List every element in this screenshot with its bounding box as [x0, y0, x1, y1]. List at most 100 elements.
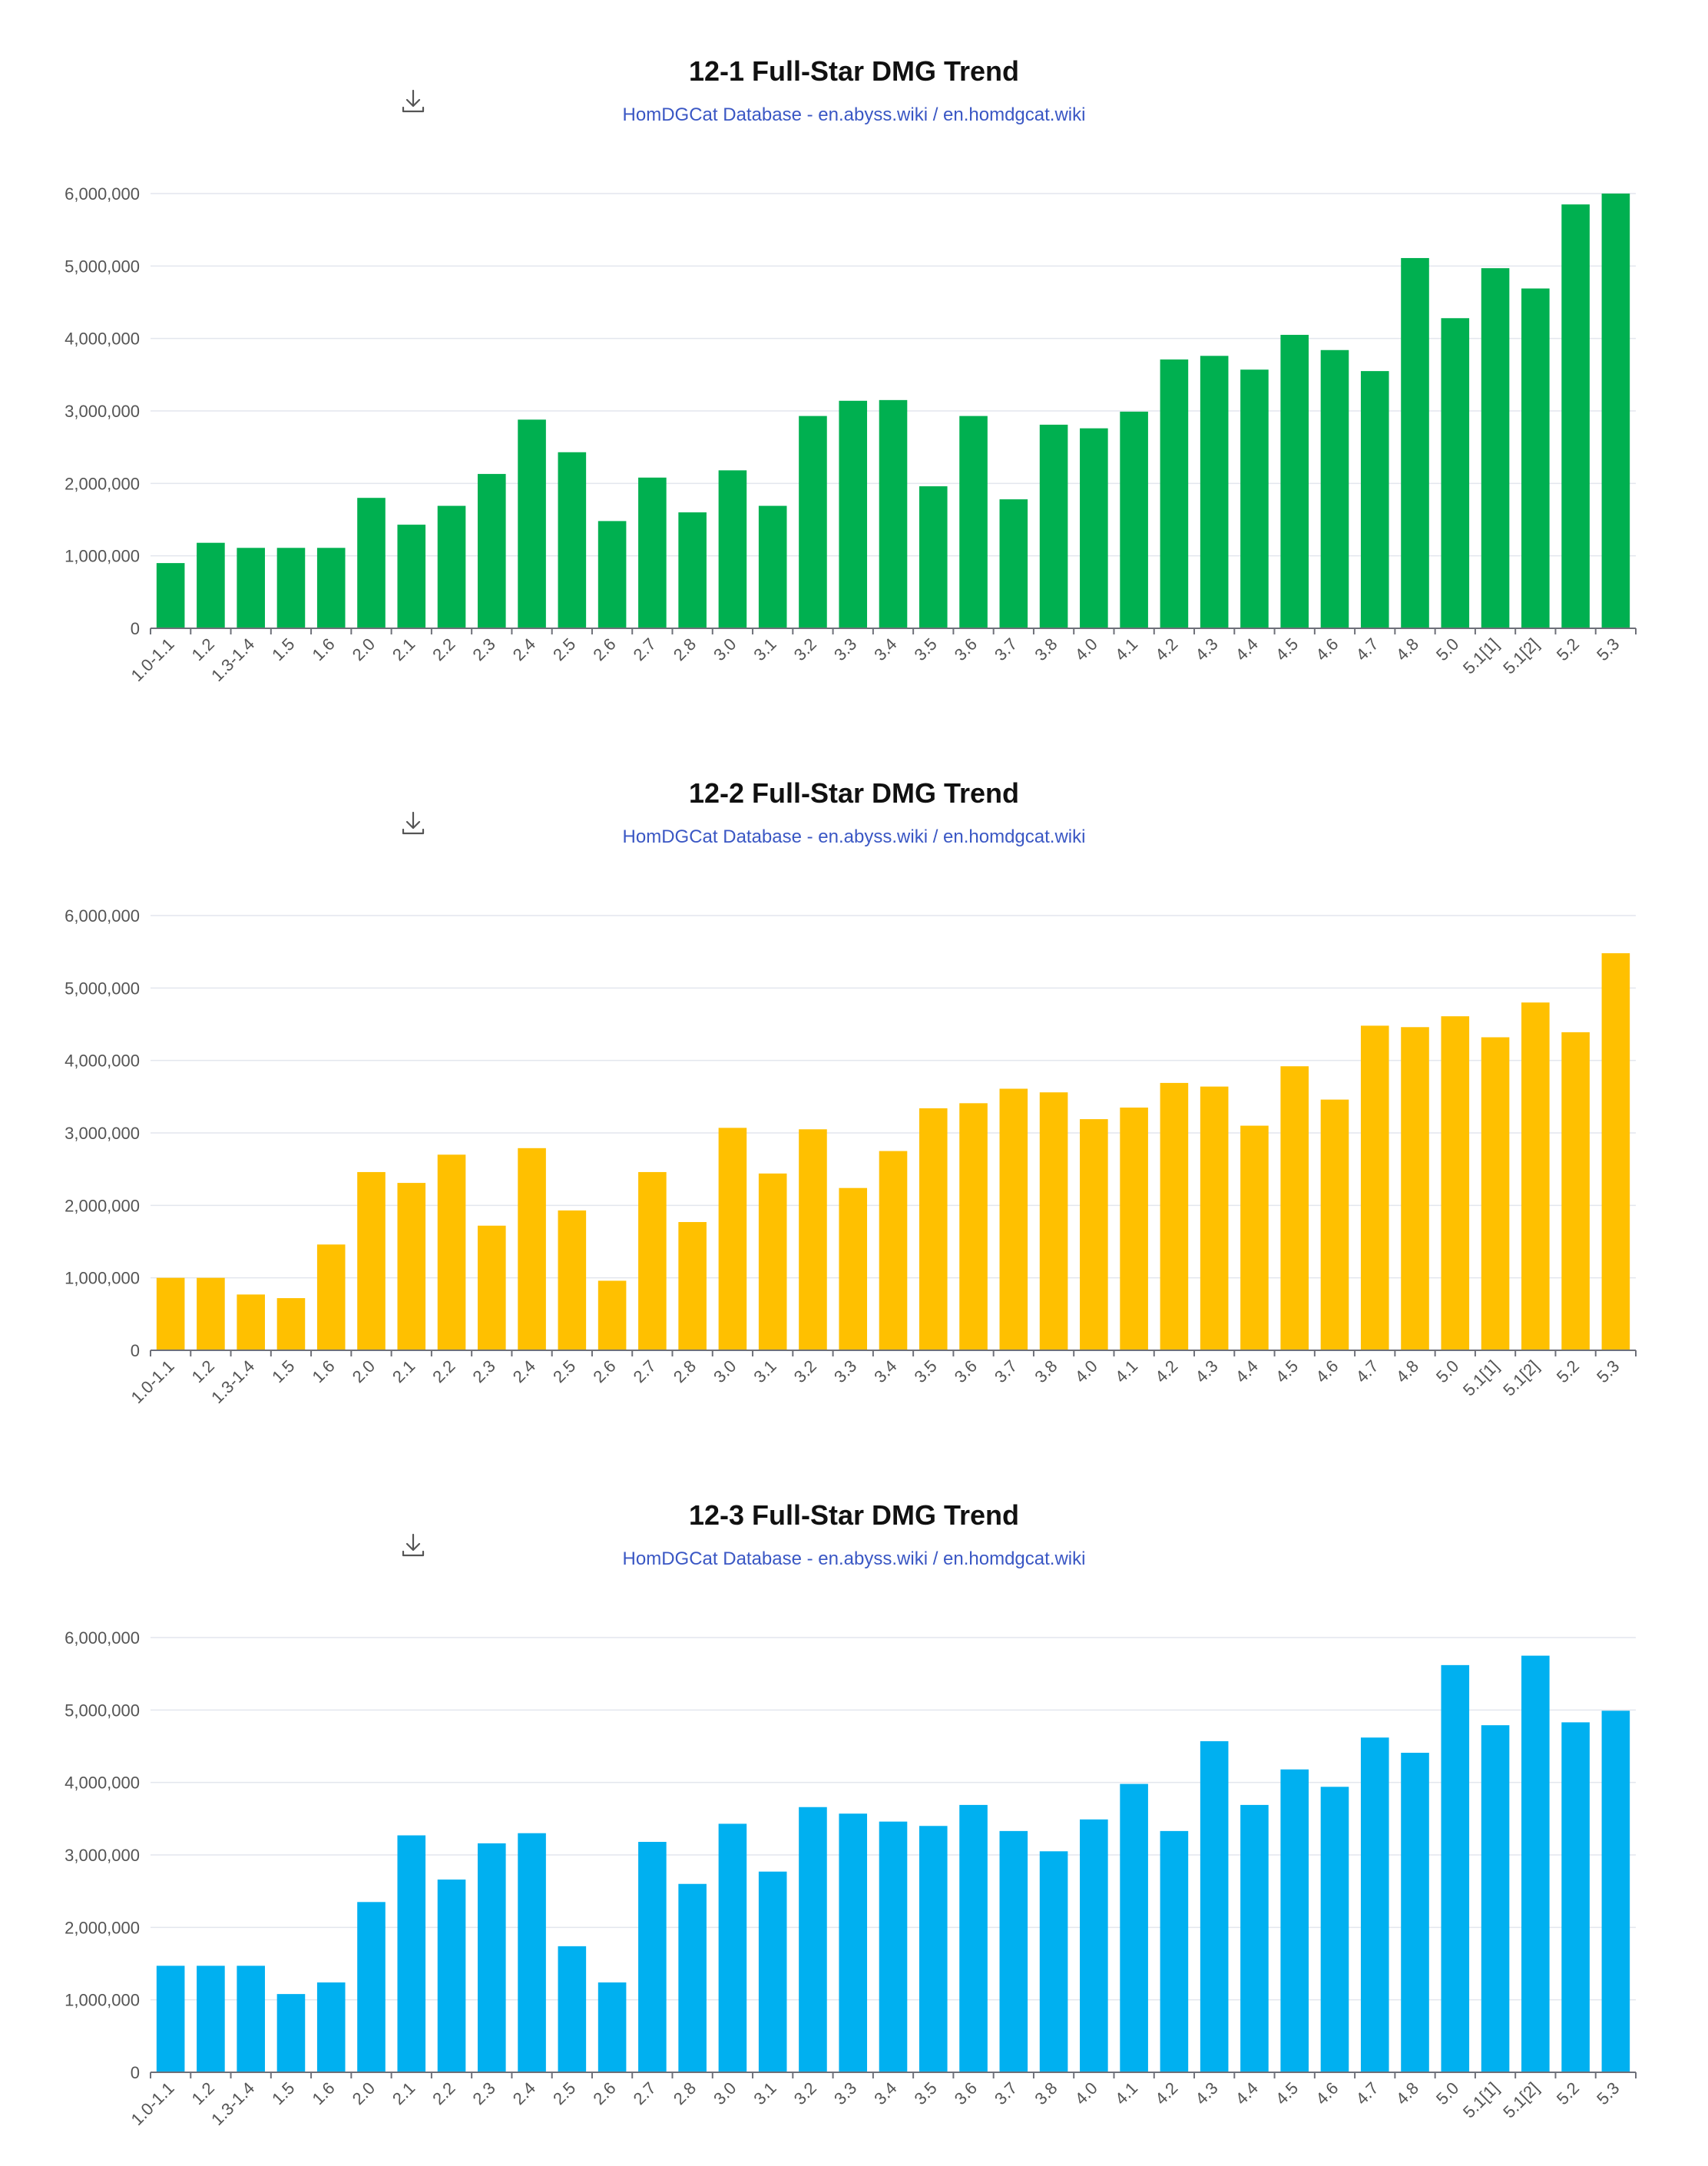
bar[interactable] — [959, 416, 988, 628]
bar[interactable] — [1280, 1769, 1309, 2072]
bar[interactable] — [197, 1277, 225, 1350]
bar[interactable] — [597, 521, 627, 628]
bar[interactable] — [156, 1277, 185, 1350]
bar[interactable] — [999, 1830, 1028, 2072]
bar[interactable] — [1360, 1025, 1389, 1350]
bar[interactable] — [1120, 1783, 1148, 2072]
bar[interactable] — [518, 419, 546, 628]
bar[interactable] — [718, 470, 747, 628]
bar[interactable] — [919, 486, 948, 628]
bar[interactable] — [1481, 1725, 1510, 2072]
bar[interactable] — [799, 416, 827, 628]
bar[interactable] — [1160, 359, 1189, 628]
bar[interactable] — [156, 1966, 185, 2072]
bar[interactable] — [1240, 369, 1269, 628]
bar[interactable] — [276, 1994, 306, 2072]
bar[interactable] — [718, 1823, 747, 2072]
bar[interactable] — [518, 1148, 546, 1350]
bar[interactable] — [1240, 1804, 1269, 2072]
bar[interactable] — [237, 1966, 265, 2072]
bar[interactable] — [357, 1902, 386, 2072]
bar[interactable] — [1080, 428, 1108, 628]
bar[interactable] — [638, 1171, 667, 1350]
bar[interactable] — [437, 1154, 466, 1350]
download-icon[interactable] — [398, 86, 429, 117]
bar[interactable] — [1240, 1125, 1269, 1350]
bar[interactable] — [638, 477, 667, 628]
bar[interactable] — [437, 505, 466, 628]
bar[interactable] — [1080, 1819, 1108, 2072]
bar[interactable] — [558, 1210, 587, 1350]
bar[interactable] — [999, 1088, 1028, 1350]
bar[interactable] — [1481, 1037, 1510, 1350]
bar[interactable] — [478, 474, 506, 628]
bar[interactable] — [919, 1108, 948, 1350]
bar[interactable] — [1039, 1851, 1068, 2072]
bar[interactable] — [799, 1807, 827, 2072]
bar[interactable] — [1601, 1711, 1630, 2072]
bar[interactable] — [397, 1183, 426, 1350]
bar[interactable] — [758, 1871, 787, 2072]
bar[interactable] — [678, 1222, 707, 1350]
bar[interactable] — [1441, 1016, 1470, 1350]
download-icon[interactable] — [398, 808, 429, 839]
bar[interactable] — [1160, 1830, 1189, 2072]
bar[interactable] — [1120, 411, 1148, 628]
bar[interactable] — [156, 563, 185, 628]
bar[interactable] — [357, 1171, 386, 1350]
bar[interactable] — [1401, 257, 1429, 628]
bar[interactable] — [1601, 194, 1630, 628]
download-icon[interactable] — [398, 1530, 429, 1561]
bar[interactable] — [197, 542, 225, 628]
bar[interactable] — [1601, 953, 1630, 1350]
bar[interactable] — [758, 1173, 787, 1350]
bar[interactable] — [1561, 204, 1590, 628]
bar[interactable] — [999, 499, 1028, 628]
bar[interactable] — [879, 1151, 908, 1350]
bar[interactable] — [316, 548, 346, 628]
bar[interactable] — [1521, 288, 1550, 628]
bar[interactable] — [839, 1813, 868, 2072]
bar[interactable] — [678, 1883, 707, 2072]
bar[interactable] — [1401, 1752, 1429, 2072]
bar[interactable] — [1481, 268, 1510, 628]
bar[interactable] — [919, 1826, 948, 2072]
bar[interactable] — [316, 1982, 346, 2072]
bar[interactable] — [879, 399, 908, 628]
bar[interactable] — [597, 1280, 627, 1350]
bar[interactable] — [197, 1966, 225, 2072]
bar[interactable] — [1280, 1066, 1309, 1350]
bar[interactable] — [558, 1946, 587, 2072]
bar[interactable] — [1320, 1787, 1349, 2072]
bar[interactable] — [959, 1103, 988, 1350]
bar[interactable] — [1561, 1032, 1590, 1350]
bar[interactable] — [397, 1835, 426, 2072]
bar[interactable] — [839, 1187, 868, 1350]
bar[interactable] — [1160, 1082, 1189, 1350]
bar[interactable] — [478, 1225, 506, 1350]
bar[interactable] — [1320, 1099, 1349, 1350]
bar[interactable] — [478, 1843, 506, 2072]
bar[interactable] — [1080, 1119, 1108, 1350]
bar[interactable] — [678, 512, 707, 628]
bar[interactable] — [1200, 356, 1229, 628]
bar[interactable] — [1200, 1086, 1229, 1350]
bar[interactable] — [718, 1128, 747, 1350]
bar[interactable] — [357, 498, 386, 628]
bar[interactable] — [558, 452, 587, 628]
bar[interactable] — [1521, 1655, 1550, 2072]
bar[interactable] — [237, 1294, 265, 1350]
bar[interactable] — [1360, 371, 1389, 628]
bar[interactable] — [1401, 1027, 1429, 1350]
bar[interactable] — [397, 525, 426, 628]
bar[interactable] — [1521, 1002, 1550, 1350]
bar[interactable] — [1120, 1107, 1148, 1350]
bar[interactable] — [316, 1244, 346, 1350]
bar[interactable] — [1441, 1664, 1470, 2072]
bar[interactable] — [437, 1880, 466, 2072]
bar[interactable] — [1320, 349, 1349, 628]
bar[interactable] — [839, 400, 868, 628]
bar[interactable] — [959, 1804, 988, 2072]
bar[interactable] — [276, 548, 306, 628]
bar[interactable] — [1441, 318, 1470, 628]
